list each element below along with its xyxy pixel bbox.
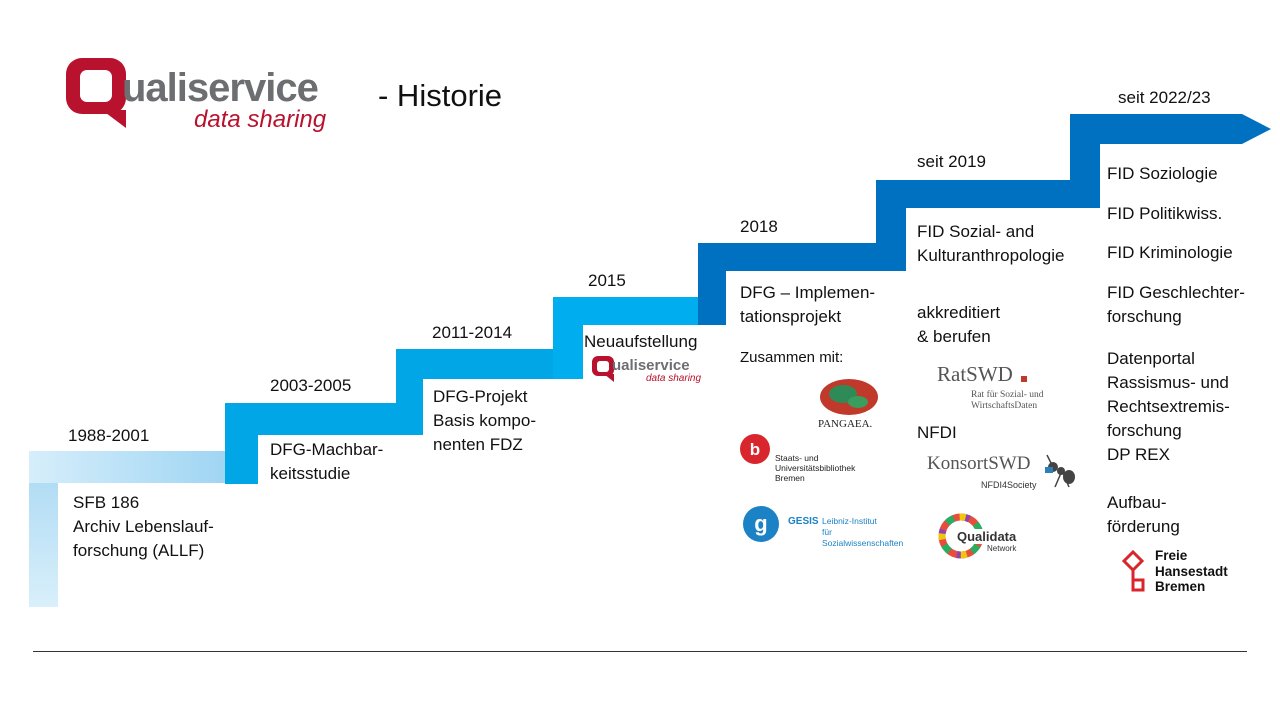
- year-2018: 2018: [740, 217, 778, 236]
- logo-small-word: ualiservice: [612, 357, 690, 374]
- step-2003-bar: [225, 403, 423, 435]
- svg-text:g: g: [754, 511, 767, 536]
- step-2018-bar: [698, 243, 906, 271]
- logo-q-small-icon: [592, 356, 614, 382]
- accredited-text: akkreditiert & berufen: [917, 303, 1001, 346]
- bremen-logo: Freie Hansestadt Bremen: [1118, 548, 1248, 596]
- ratswd-sub: Rat für Sozial- und WirtschaftsDaten: [971, 390, 1044, 411]
- logo-word: ualiservice: [122, 66, 319, 110]
- suub-logo: b Staats- und Universitätsbibliothek Bre…: [739, 433, 889, 489]
- fid-geschlechterforschung: FID Geschlechter- forschung: [1107, 283, 1245, 326]
- footer-divider: [33, 651, 1247, 652]
- stage-2003-text: DFG-Machbar- keitsstudie: [270, 440, 384, 483]
- fid-politikwiss: FID Politikwiss.: [1107, 204, 1223, 223]
- step-2015-bar: [553, 297, 724, 325]
- arrow-head: [1070, 114, 1271, 144]
- aufbaufoerderung: Aufbau- förderung: [1107, 493, 1180, 536]
- bremen-key-icon: [1121, 550, 1145, 592]
- year-2015: 2015: [588, 271, 626, 290]
- nfdi-label: NFDI: [917, 423, 957, 442]
- year-2011: 2011-2014: [432, 323, 513, 342]
- logo-tagline: data sharing: [194, 106, 327, 133]
- datenportal-dp-rex: Datenportal Rassismus- und Rechtsextremi…: [1107, 349, 1230, 464]
- logo-q-icon: [66, 58, 126, 128]
- bremen-label: Freie Hansestadt Bremen: [1155, 548, 1228, 594]
- suub-label: Staats- und Universitätsbibliothek Breme…: [775, 453, 856, 483]
- step-2019-bar: [876, 180, 1100, 208]
- gesis-g-icon: g: [743, 506, 779, 542]
- step-2011-bar: [396, 349, 583, 379]
- page-title: - Historie: [378, 78, 503, 113]
- ratswd-logo: RatSWD Rat für Sozial- und WirtschaftsDa…: [937, 362, 1067, 418]
- step-1988-bar: [29, 451, 227, 483]
- svg-text:b: b: [750, 440, 760, 459]
- year-2003: 2003-2005: [270, 376, 352, 395]
- qualidata-logo: Qualidata Network: [937, 512, 1047, 564]
- gesis-name: GESIS: [788, 516, 819, 527]
- globe-icon: [820, 379, 878, 415]
- ratswd-label: RatSWD: [937, 362, 1013, 386]
- stage-2018-text: DFG – Implemen- tationsprojekt: [740, 283, 876, 326]
- suub-b-icon: b: [740, 434, 770, 464]
- qualidata-sub: Network: [987, 544, 1017, 553]
- pangaea-logo: PANGAEA.: [812, 378, 884, 434]
- year-2022: seit 2022/23: [1118, 88, 1211, 107]
- ant-icon: [1045, 454, 1075, 488]
- ratswd-dot: [1021, 376, 1027, 382]
- stage-1988-text: SFB 186 Archiv Lebenslauf- forschung (AL…: [73, 493, 214, 560]
- stage-2019-text: FID Sozial- and Kulturanthropologie: [917, 222, 1065, 265]
- konsortswd-sub: NFDI4Society: [981, 480, 1037, 490]
- year-1988: 1988-2001: [68, 426, 150, 445]
- fid-soziologie: FID Soziologie: [1107, 164, 1218, 183]
- konsortswd-label: KonsortSWD: [927, 453, 1031, 474]
- konsortswd-logo: KonsortSWD NFDI4Society: [927, 453, 1077, 495]
- stage-2011-text: DFG-Projekt Basis kompo- nenten FDZ: [433, 387, 536, 454]
- qualiservice-logo: ualiservice data sharing: [62, 54, 352, 140]
- qualiservice-logo-small: ualiservice data sharing: [590, 354, 720, 392]
- gesis-logo: g GESIS Leibniz-Institut für Sozialwisse…: [742, 505, 903, 548]
- stage-2015-text: Neuaufstellung: [584, 332, 698, 351]
- pangaea-label: PANGAEA.: [818, 418, 873, 430]
- together-with-label: Zusammen mit:: [740, 349, 844, 366]
- year-2019: seit 2019: [917, 152, 986, 171]
- gesis-text: Leibniz-Institut für Sozialwissenschafte…: [822, 516, 904, 548]
- fid-kriminologie: FID Kriminologie: [1107, 243, 1233, 262]
- logo-small-tagline: data sharing: [646, 373, 702, 384]
- qualidata-label: Qualidata: [957, 529, 1017, 544]
